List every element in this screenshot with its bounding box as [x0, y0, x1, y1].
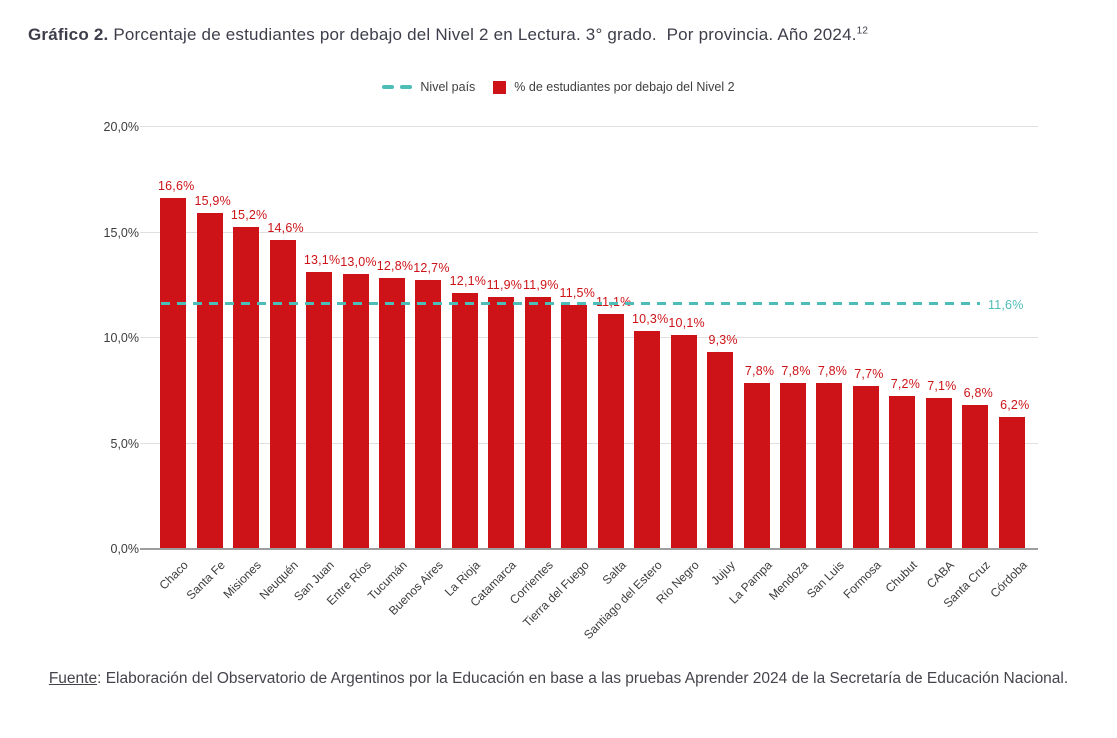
source-note-label: Fuente [48, 670, 98, 687]
bar-value-label: 7,7% [854, 366, 884, 381]
bar-value-label: 11,9% [486, 277, 523, 292]
bar-value-label: 10,3% [631, 311, 669, 326]
bar-value-label: 10,1% [668, 315, 705, 330]
chart-title-footnote-ref: 12 [856, 25, 869, 37]
gridline-15,0% [140, 231, 1038, 233]
y-tick-label: 0,0% [110, 542, 140, 556]
source-note-text: : Elaboración del Observatorio de Argent… [97, 670, 1069, 687]
bar-value-label: 16,6% [157, 178, 195, 193]
bar-Mendoza [780, 383, 807, 548]
chart-title-text: Porcentaje de estudiantes por debajo del… [108, 25, 857, 44]
plot-area: 16,6% 15,9% 15,2% 14,6% 13,1% 13,0% 12,8% 12,7%… [140, 126, 1040, 550]
bar-value-label: 15,2% [230, 208, 268, 223]
bar-value-label: 7,8% [744, 364, 775, 379]
bar-Buenos Aires [415, 280, 442, 548]
bar-Formosa [852, 385, 879, 548]
y-tick-label: 10,0% [103, 331, 139, 345]
bar-value-label: 12,7% [413, 261, 450, 276]
gridline-5,0% [140, 442, 1038, 444]
reference-line-nivel-pais [161, 302, 980, 306]
legend-item-nivel-pais: Nivel país [382, 80, 475, 94]
red-square-swatch-icon [493, 80, 507, 94]
bar-Tierra del Fuego [561, 305, 588, 548]
bar-value-label: 12,1% [449, 273, 487, 288]
bar-value-label: 6,2% [1000, 398, 1030, 413]
bar-Santa Cruz [962, 404, 989, 548]
legend-label-series: % de estudiantes por debajo del Nivel 2 [514, 80, 735, 94]
bar-Santa Fe [196, 212, 223, 548]
bar-value-label: 13,1% [303, 252, 341, 267]
bar-value-label: 11,5% [559, 286, 596, 301]
bar-value-label: 7,1% [927, 379, 957, 394]
bar-value-label: 6,8% [963, 385, 993, 400]
x-axis-line [140, 548, 1038, 550]
bar-value-label: 14,6% [267, 220, 304, 235]
bar-value-label: 9,3% [708, 332, 738, 347]
bar-value-label: 13,0% [340, 254, 377, 269]
bar-Corrientes [524, 296, 551, 548]
bar-value-label: 7,8% [817, 364, 848, 379]
y-tick-label: 15,0% [103, 225, 139, 240]
bar-value-label: 7,2% [890, 377, 921, 392]
x-axis-labels: Chaco Santa Fe Misiones Neuquén San Juan Entr… [145, 549, 1040, 669]
bar-Tucumán [378, 277, 405, 548]
bar-Córdoba [998, 417, 1025, 548]
bar-value-label: 11,1% [584, 295, 644, 309]
gridline-10,0% [140, 337, 1038, 338]
chart-title-prefix: Gráfico 2. [28, 25, 109, 44]
bar-La Pampa [743, 383, 770, 548]
bar-value-label: 15,9% [194, 193, 231, 208]
bar-Jujuy [707, 351, 734, 548]
y-tick-label: 20,0% [103, 120, 139, 134]
chart-title: Gráfico 2. Porcentaje de estudiantes por… [28, 25, 868, 45]
legend-label-nivel-pais: Nivel país [420, 80, 476, 94]
bar-La Rioja [451, 292, 478, 548]
bar-value-label: 12,8% [376, 258, 414, 273]
bar-Santiago del Estero [634, 330, 661, 548]
bar-CABA [925, 398, 952, 548]
bar-Chubut [889, 396, 916, 548]
bar-San Juan [306, 271, 333, 548]
gridline-20,0% [140, 126, 1038, 127]
bar-San Luis [816, 383, 843, 548]
source-note: Fuente: Elaboración del Observatorio de … [24, 668, 1094, 690]
bar-Río Negro [670, 334, 697, 548]
y-axis: 0,0% 5,0% 10,0% 15,0% 20,0% [0, 120, 140, 556]
bar-Neuquén [269, 239, 296, 548]
bar-Chaco [160, 197, 187, 548]
bar-Entre Ríos [342, 273, 369, 548]
reference-line-label: 11,6% [988, 298, 1024, 313]
legend-item-series: % de estudiantes por debajo del Nivel 2 [493, 80, 735, 94]
legend: Nivel país % de estudiantes por debajo d… [0, 80, 1117, 94]
bar-value-label: 11,9% [523, 277, 559, 292]
bar-value-label: 7,8% [781, 364, 811, 379]
bar-Catamarca [488, 296, 515, 548]
dash-icon [400, 85, 413, 89]
y-tick-label: 5,0% [110, 436, 140, 451]
dash-icon [382, 85, 395, 89]
bar-Misiones [233, 227, 260, 548]
dashed-line-swatch-icon [382, 85, 413, 89]
bar-Salta [597, 313, 624, 548]
